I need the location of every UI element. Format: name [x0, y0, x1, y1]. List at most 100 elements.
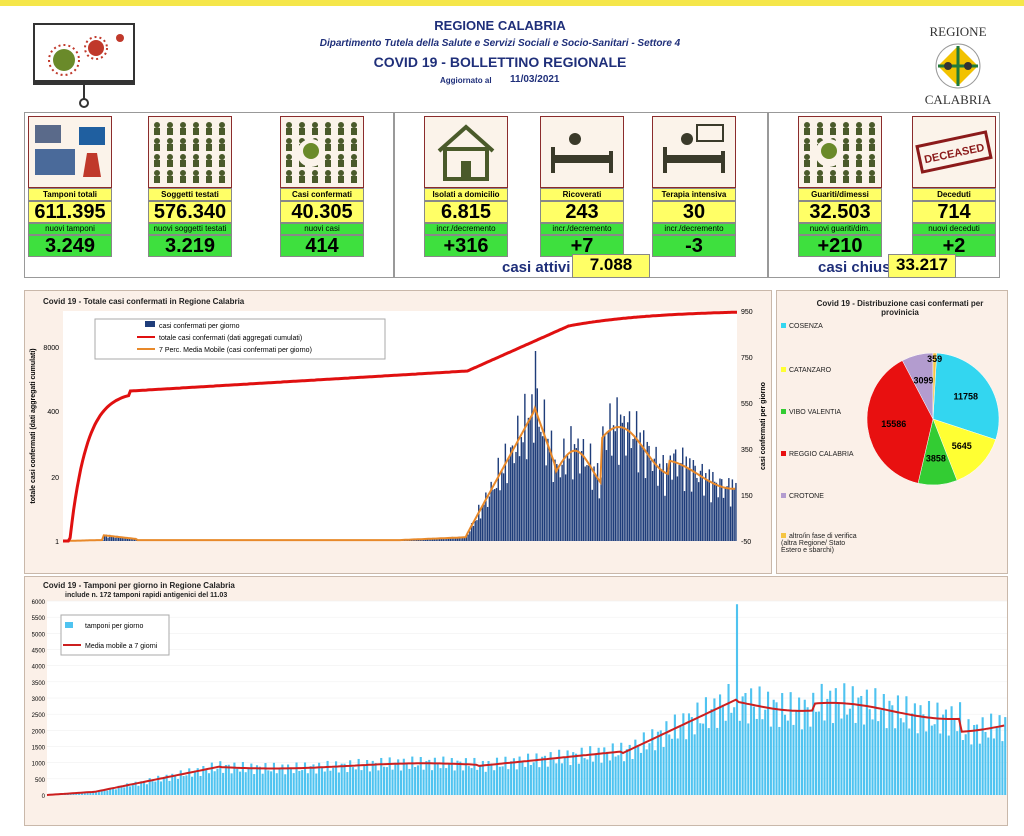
stat-card: Guariti/dimessi 32.503 nuovi guariti/dim…	[798, 116, 882, 257]
pie-slice	[932, 352, 1000, 440]
people-icon	[148, 116, 232, 188]
daily-case-bar	[651, 470, 654, 541]
daily-case-bar	[566, 454, 569, 541]
daily-case-bar	[426, 539, 429, 541]
active-cases-value: 7.088	[572, 254, 650, 278]
daily-test-bar	[831, 723, 835, 795]
daily-test-bar	[210, 762, 213, 795]
daily-test-bar	[781, 693, 784, 795]
daily-test-bar	[470, 768, 473, 795]
daily-test-bar	[159, 781, 163, 795]
stat-card: Soggetti testati 576.340 nuovi soggetti …	[148, 116, 232, 257]
stat-value: 40.305	[280, 201, 364, 223]
daily-test-bar	[261, 773, 264, 795]
pie-legend-swatch	[781, 367, 786, 372]
stat-card: DECEASED Deceduti 714 nuovi deceduti +2	[912, 116, 996, 257]
daily-test-bar	[719, 694, 722, 795]
daily-test-bar	[368, 771, 371, 795]
daily-test-bar	[634, 739, 637, 795]
daily-test-bar	[956, 731, 959, 795]
y-tick-label: 3500	[32, 681, 46, 687]
legend-label: casi confermati per giorno	[159, 323, 240, 330]
daily-case-bar	[478, 504, 480, 541]
stat-new-label: incr./decremento	[540, 223, 624, 235]
daily-test-bar	[351, 767, 355, 795]
daily-case-bar	[133, 539, 136, 541]
daily-test-bar	[806, 707, 809, 795]
stat-new-value: 3.219	[148, 235, 232, 257]
deceased-stamp-text: DECEASED	[923, 142, 985, 166]
daily-case-bar	[683, 491, 686, 541]
daily-test-bar	[284, 774, 287, 795]
daily-test-bar	[707, 728, 710, 795]
stat-new-label: nuovi casi	[280, 223, 364, 235]
pie-legend-label: altro/in fase di verifica (altra Regione…	[781, 533, 857, 554]
daily-case-bar	[618, 464, 620, 541]
daily-case-bar	[563, 438, 565, 541]
closed-cases-label: casi chiusi	[818, 259, 895, 276]
daily-case-bar	[715, 482, 718, 541]
daily-case-bar	[499, 490, 501, 541]
pie-legend-item: COSENZA	[781, 323, 861, 330]
daily-test-bar	[699, 723, 702, 795]
daily-case-bar	[628, 411, 631, 541]
stat-label: Terapia intensiva	[652, 188, 736, 201]
daily-case-bar	[673, 453, 675, 541]
daily-test-bar	[188, 768, 191, 795]
daily-test-bar	[275, 773, 278, 795]
pie-value-label: 3099	[914, 376, 934, 386]
daily-case-bar	[701, 463, 703, 541]
daily-case-bar	[472, 525, 475, 541]
daily-case-bar	[616, 397, 618, 541]
daily-test-bar	[730, 712, 733, 795]
daily-case-bar	[114, 537, 116, 541]
daily-test-bar	[885, 728, 888, 795]
daily-test-bar	[696, 702, 699, 795]
daily-test-bar	[439, 768, 442, 795]
daily-case-bar	[667, 471, 670, 541]
daily-test-bar	[987, 737, 990, 795]
daily-test-bar	[414, 766, 417, 795]
daily-test-bar	[651, 729, 654, 795]
daily-test-bar	[606, 751, 609, 795]
daily-case-bar	[548, 451, 551, 541]
daily-case-bar	[674, 449, 677, 541]
daily-case-bar	[444, 537, 446, 541]
daily-test-bar	[750, 688, 753, 795]
daily-test-bar	[95, 791, 98, 795]
daily-case-bar	[515, 451, 517, 541]
daily-case-bar	[609, 403, 611, 541]
stat-new-value: 414	[280, 235, 364, 257]
daily-test-bar	[741, 696, 744, 795]
pie-legend-item: CROTONE	[781, 493, 861, 500]
daily-test-bar	[863, 724, 866, 795]
daily-case-bar	[449, 538, 452, 541]
daily-test-bar	[645, 749, 648, 795]
daily-case-bar	[685, 456, 687, 541]
daily-test-bar	[117, 785, 120, 795]
daily-test-bar	[589, 746, 592, 795]
daily-test-bar	[538, 767, 541, 795]
daily-case-bar	[568, 458, 570, 541]
stat-card: Casi confermati 40.305 nuovi casi 414	[280, 116, 364, 257]
daily-test-bar	[789, 692, 792, 795]
daily-test-bar	[795, 710, 798, 795]
daily-test-bar	[608, 760, 611, 795]
daily-case-bar	[634, 436, 636, 541]
daily-test-bar	[998, 715, 1001, 795]
daily-case-bar	[460, 538, 462, 541]
virus-screen-logo-icon	[33, 23, 135, 108]
daily-test-bar	[385, 767, 388, 795]
daily-test-bar	[566, 750, 569, 795]
daily-test-bar	[128, 786, 131, 795]
daily-test-bar	[577, 763, 580, 795]
daily-test-bar	[961, 740, 964, 795]
daily-case-bar	[121, 537, 123, 541]
daily-case-bar	[697, 482, 700, 541]
daily-case-bar	[481, 506, 484, 541]
daily-test-bar	[80, 792, 83, 795]
daily-test-bar	[464, 758, 467, 795]
daily-test-bar	[179, 770, 182, 795]
daily-test-bar	[408, 768, 411, 795]
stat-label: Casi confermati	[280, 188, 364, 201]
